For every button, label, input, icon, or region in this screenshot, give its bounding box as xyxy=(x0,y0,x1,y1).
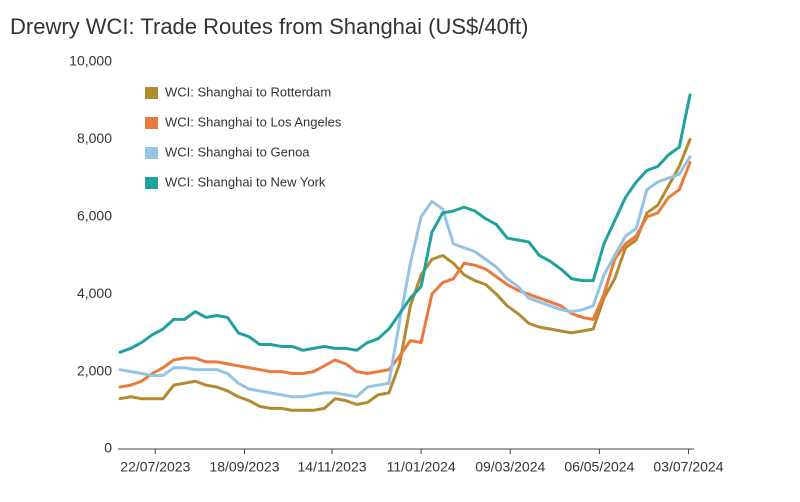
series-line xyxy=(118,161,692,389)
y-tick-label: 8,000 xyxy=(77,130,112,146)
legend-label: WCI: Shanghai to Rotterdam xyxy=(165,84,331,99)
series-line xyxy=(118,137,692,412)
chart-title: Drewry WCI: Trade Routes from Shanghai (… xyxy=(10,14,528,39)
x-tick-label: 14/11/2023 xyxy=(298,459,367,475)
y-tick-label: 2,000 xyxy=(77,362,112,378)
y-tick-label: 0 xyxy=(104,440,112,456)
x-tick-label: 03/07/2024 xyxy=(653,459,723,475)
x-tick-label: 06/05/2024 xyxy=(564,459,634,475)
x-tick-label: 22/07/2023 xyxy=(120,459,190,475)
x-tick-label: 09/03/2024 xyxy=(475,459,545,475)
y-tick-label: 10,000 xyxy=(69,53,112,69)
x-tick-label: 11/01/2024 xyxy=(387,459,456,475)
legend-label: WCI: Shanghai to Los Angeles xyxy=(165,114,342,129)
legend-label: WCI: Shanghai to New York xyxy=(165,174,326,189)
y-tick-label: 4,000 xyxy=(77,285,112,301)
series-line xyxy=(118,93,692,354)
y-tick-label: 6,000 xyxy=(77,208,112,224)
x-tick-label: 18/09/2023 xyxy=(209,459,279,475)
legend-label: WCI: Shanghai to Genoa xyxy=(165,144,310,159)
series-line xyxy=(118,155,692,399)
